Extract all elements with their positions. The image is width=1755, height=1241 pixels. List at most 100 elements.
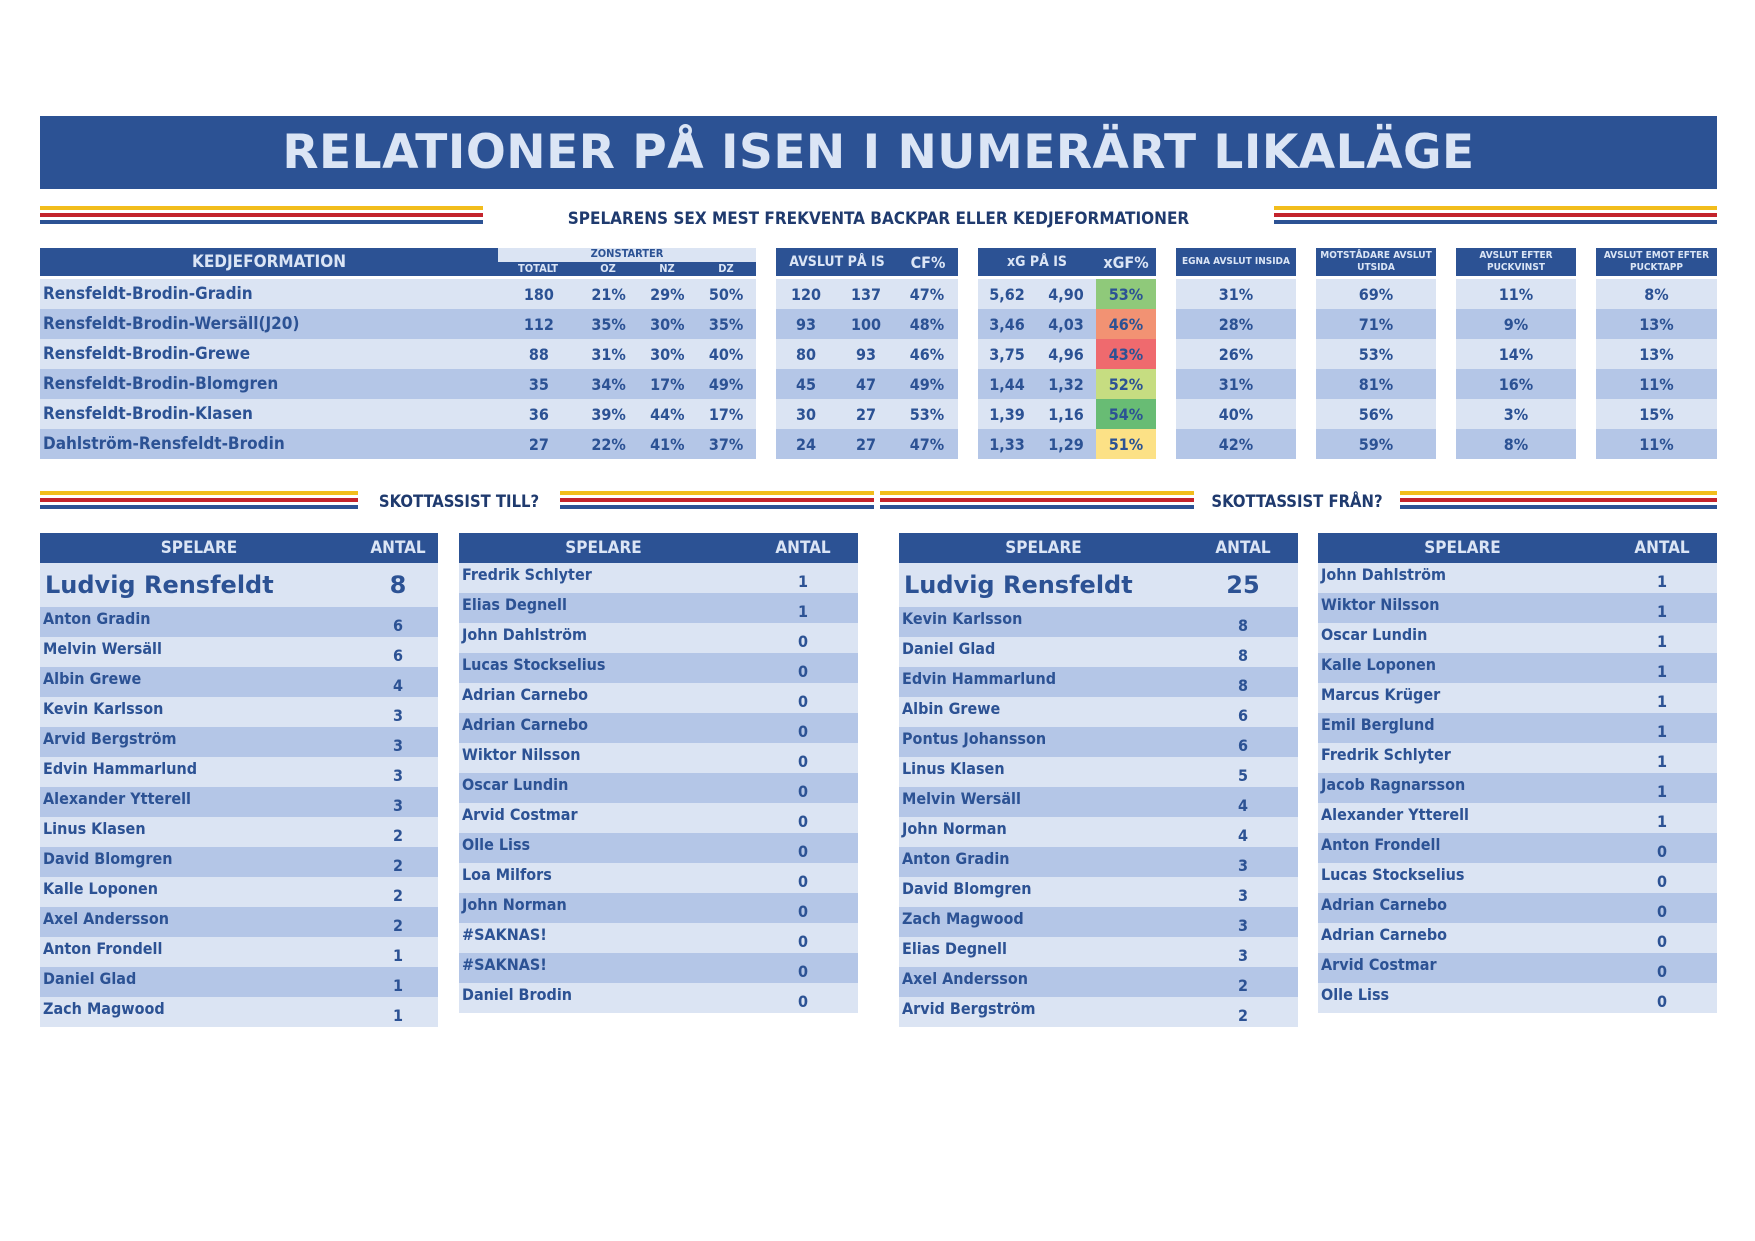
formation-af: 24 — [795, 434, 817, 454]
player-name: Edvin Hammarlund — [43, 759, 198, 778]
formation-totalt: 27 — [528, 434, 549, 454]
player-row: Linus Klasen 5 — [899, 757, 1298, 787]
player-row: Lucas Stockselius 0 — [1318, 863, 1717, 893]
player-name: Arvid Costmar — [462, 805, 578, 824]
player-row: Wiktor Nilsson 1 — [1318, 593, 1717, 623]
player-row: Elias Degnell 1 — [459, 593, 858, 623]
formation-name: Rensfeldt-Brodin-Blomgren — [43, 374, 279, 394]
player-name: Axel Andersson — [902, 969, 1028, 988]
header-motstandare-avslut: MOTSTÅDARE AVSLUT UTSIDA — [1316, 248, 1436, 276]
player-name: Anton Gradin — [902, 849, 1010, 868]
player-name: John Norman — [902, 819, 1007, 838]
player-row: Linus Klasen 2 — [40, 817, 438, 847]
formation-xgf-percent: 46% — [1096, 309, 1156, 339]
player-count: 1 — [1656, 691, 1667, 711]
formation-egna: 31% — [1176, 279, 1296, 309]
player-count: 8 — [1237, 645, 1248, 665]
player-row: Anton Gradin 6 — [40, 607, 438, 637]
player-name: Kalle Loponen — [1321, 655, 1437, 674]
player-name: #SAKNAS! — [462, 925, 547, 944]
player-row: Alexander Ytterell 1 — [1318, 803, 1717, 833]
player-count: 1 — [392, 945, 403, 965]
player-name: Oscar Lundin — [462, 775, 569, 794]
formation-emot: 15% — [1596, 399, 1717, 429]
header-antal: ANTAL — [1215, 538, 1271, 558]
player-row: Albin Grewe 6 — [899, 697, 1298, 727]
player-row: Anton Frondell 1 — [40, 937, 438, 967]
player-count: 0 — [797, 661, 808, 681]
formation-efter: 8% — [1456, 429, 1576, 459]
formation-emot: 11% — [1596, 369, 1717, 399]
player-row: Emil Berglund 1 — [1318, 713, 1717, 743]
formation-cf: 48% — [909, 314, 945, 334]
formation-af: 80 — [795, 344, 817, 364]
formation-oz: 34% — [591, 374, 626, 394]
formation-shots: 30 27 53% — [776, 399, 958, 429]
formation-aa: 27 — [855, 434, 877, 454]
formation-cf: 46% — [909, 344, 945, 364]
player-count: 6 — [1237, 705, 1248, 725]
formation-xgf: 1,33 — [989, 434, 1025, 454]
stripe-decoration — [1274, 206, 1717, 228]
player-row: Melvin Wersäll 4 — [899, 787, 1298, 817]
formation-oz: 21% — [591, 284, 626, 304]
player-row: Daniel Brodin 0 — [459, 983, 858, 1013]
formation-xgf-percent: 53% — [1096, 279, 1156, 309]
formation-name: Rensfeldt-Brodin-Wersäll(J20) — [43, 314, 300, 334]
player-count: 6 — [1237, 735, 1248, 755]
player-row: Oscar Lundin 0 — [459, 773, 858, 803]
player-count: 0 — [797, 691, 808, 711]
player-count: 6 — [392, 645, 403, 665]
formation-name: Rensfeldt-Brodin-Grewe — [43, 344, 251, 364]
header-spelare: SPELARE — [1424, 538, 1501, 558]
formation-efter: 11% — [1456, 279, 1576, 309]
player-count: 0 — [797, 751, 808, 771]
player-name: David Blomgren — [902, 879, 1032, 898]
formation-dz: 17% — [708, 404, 744, 424]
assist-table-header: SPELARE ANTAL — [459, 533, 858, 563]
formation-xga: 1,32 — [1048, 374, 1084, 394]
player-count: 0 — [797, 841, 808, 861]
player-count: 3 — [392, 765, 403, 785]
player-name: Elias Degnell — [462, 595, 567, 614]
formation-aa: 100 — [850, 314, 882, 334]
player-row: Kevin Karlsson 8 — [899, 607, 1298, 637]
player-row: John Dahlström 1 — [1318, 563, 1717, 593]
player-name: Daniel Glad — [902, 639, 996, 658]
player-count: 1 — [1656, 751, 1667, 771]
player-count: 1 — [1656, 781, 1667, 801]
header-avslut-efter-puckvinst: AVSLUT EFTER PUCKVINST — [1456, 248, 1576, 276]
player-count: 3 — [392, 705, 403, 725]
formation-xg: 1,39 1,16 54% — [978, 399, 1156, 429]
player-name: Emil Berglund — [1321, 715, 1435, 734]
player-count: 8 — [1237, 615, 1248, 635]
player-name: John Dahlström — [1321, 565, 1447, 584]
top-player-count: 25 — [1226, 571, 1260, 599]
player-row: Axel Andersson 2 — [899, 967, 1298, 997]
player-count: 4 — [1237, 825, 1248, 845]
top-player-name: Ludvig Rensfeldt — [904, 571, 1133, 599]
player-row: Arvid Costmar 0 — [459, 803, 858, 833]
player-count: 1 — [392, 1005, 403, 1025]
player-row: John Norman 4 — [899, 817, 1298, 847]
header-avslut: AVSLUT PÅ IS CF% — [776, 248, 958, 276]
player-count: 0 — [1656, 901, 1667, 921]
player-row: Edvin Hammarlund 3 — [40, 757, 438, 787]
player-name: Anton Frondell — [43, 939, 163, 958]
player-count: 2 — [392, 885, 403, 905]
player-name: Daniel Brodin — [462, 985, 572, 1004]
player-row: Arvid Bergström 3 — [40, 727, 438, 757]
player-row: #SAKNAS! 0 — [459, 953, 858, 983]
player-row: Elias Degnell 3 — [899, 937, 1298, 967]
player-count: 2 — [1237, 1005, 1248, 1025]
player-name: Kevin Karlsson — [902, 609, 1023, 628]
player-row: Arvid Costmar 0 — [1318, 953, 1717, 983]
formation-xgf-percent: 54% — [1096, 399, 1156, 429]
formation-mot: 71% — [1316, 309, 1436, 339]
formation-oz: 39% — [591, 404, 626, 424]
player-name: Olle Liss — [462, 835, 531, 854]
player-row: Daniel Glad 8 — [899, 637, 1298, 667]
stripe-decoration — [560, 491, 874, 513]
assist-to-label: SKOTTASSIST TILL? — [378, 492, 540, 511]
player-name: Melvin Wersäll — [43, 639, 162, 658]
